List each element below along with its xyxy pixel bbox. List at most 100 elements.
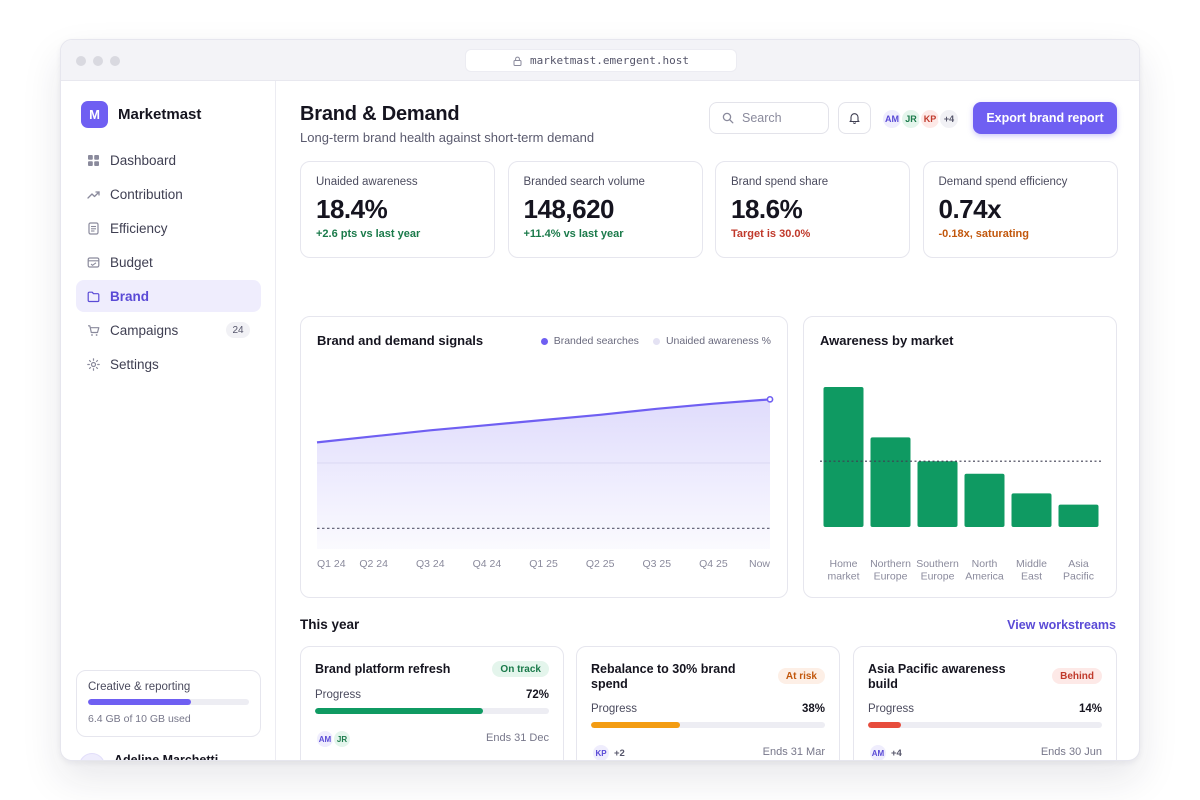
browser-window: marketmast.emergent.host M Marketmast Da… xyxy=(60,39,1140,761)
legend-item: Unaided awareness % xyxy=(652,335,771,347)
status-badge: Behind xyxy=(1052,668,1102,684)
progress-label: Progress xyxy=(315,689,362,701)
workstream-title: Brand platform refresh xyxy=(315,662,451,676)
workstream-card[interactable]: Rebalance to 30% brand spend At risk Progr… xyxy=(576,646,840,760)
bar-asia-pacific xyxy=(1058,504,1099,527)
markets-chart-card: Awareness by market Home market Northern Eu… xyxy=(803,316,1117,598)
progress-bar xyxy=(591,722,825,728)
series-line-branded-searches xyxy=(316,398,771,444)
x-tick-label: Europe xyxy=(874,571,908,583)
kpi-delta: -0.18x, saturating xyxy=(938,228,1029,240)
view-workstreams-link[interactable]: View workstreams xyxy=(1007,618,1116,632)
trend-icon xyxy=(87,190,100,199)
x-tick-label: Southern xyxy=(916,558,959,570)
folder-icon xyxy=(87,291,100,302)
markets-chart: HomemarketNorthernEuropeSouthernEuropeNo… xyxy=(820,387,1102,583)
assignee-avatar[interactable]: JR xyxy=(332,729,352,749)
window-close-dot[interactable] xyxy=(76,56,86,66)
end-date: Ends 31 Dec xyxy=(486,732,549,744)
storage-title: Creative & reporting xyxy=(88,681,191,693)
progress-label: Progress xyxy=(868,703,915,715)
sidebar-item-contribution[interactable]: Contribution xyxy=(76,178,261,210)
workstream-card[interactable]: Asia Pacific awareness build Behind Progre… xyxy=(853,646,1117,760)
sidebar-item-label: Brand xyxy=(110,288,150,304)
kpi-value: 18.6% xyxy=(731,194,803,224)
x-tick-label: market xyxy=(827,571,859,583)
kpi-row: Unaided awareness 18.4% +2.6 pts vs last y… xyxy=(300,161,1118,258)
sidebar-item-efficiency[interactable]: Efficiency xyxy=(76,212,261,244)
sidebar-item-label: Budget xyxy=(110,254,153,270)
x-tick-label: America xyxy=(965,571,1004,583)
kpi-card: Unaided awareness 18.4% +2.6 pts vs last y… xyxy=(300,161,495,258)
x-tick-label: Q4 25 xyxy=(699,558,728,570)
signals-chart-legend: Branded searches Unaided awareness % xyxy=(540,335,771,347)
export-brand-report-button[interactable]: Export brand report xyxy=(973,102,1117,134)
sidebar-item-brand[interactable]: Brand xyxy=(76,280,261,312)
markets-chart-title: Awareness by market xyxy=(820,333,954,348)
legend-item: Branded searches xyxy=(540,335,639,347)
sidebar-nav: Dashboard Contribution Efficiency Budget Bra… xyxy=(76,144,261,382)
progress-fill xyxy=(868,722,901,728)
window-minimize-dot[interactable] xyxy=(93,56,103,66)
series-area-branded-searches xyxy=(317,399,770,549)
assignee-avatars[interactable]: KP +2 xyxy=(591,743,625,760)
bar-northern-europe xyxy=(870,437,911,527)
team-avatar-more[interactable]: +4 xyxy=(938,108,960,130)
progress-fill xyxy=(591,722,680,728)
page-title: Brand & Demand xyxy=(300,103,460,125)
bar-north-america xyxy=(964,473,1005,527)
search-input[interactable]: Search xyxy=(709,102,829,134)
status-badge: On track xyxy=(492,661,549,677)
page-subtitle: Long-term brand health against short-ter… xyxy=(300,130,595,145)
lock-icon xyxy=(513,56,522,66)
team-avatars[interactable]: AM JR KP +4 xyxy=(881,108,960,130)
x-tick-label: North xyxy=(972,558,998,570)
sidebar-item-settings[interactable]: Settings xyxy=(76,348,261,380)
x-tick-label: Middle xyxy=(1016,558,1047,570)
assignee-more: +4 xyxy=(891,747,902,759)
end-date: Ends 31 Mar xyxy=(762,746,825,758)
x-tick-label: Northern xyxy=(870,558,911,570)
app-name: Marketmast xyxy=(118,106,202,123)
url-text: marketmast.emergent.host xyxy=(530,54,689,67)
legend-swatch xyxy=(652,337,660,345)
x-tick-label: Q3 24 xyxy=(416,558,445,570)
workstream-card[interactable]: Brand platform refresh On track Progress 72… xyxy=(300,646,564,760)
assignee-avatars[interactable]: AM JR xyxy=(315,729,352,749)
progress-fill xyxy=(315,708,484,714)
kpi-delta: +11.4% vs last year xyxy=(523,228,624,240)
x-tick-label: Q3 25 xyxy=(642,558,671,570)
kpi-delta: Target is 30.0% xyxy=(731,228,811,240)
assignee-avatar[interactable]: AM xyxy=(868,743,888,760)
sidebar-item-label: Settings xyxy=(110,356,159,372)
sidebar-item-budget[interactable]: Budget xyxy=(76,246,261,278)
kpi-card: Demand spend efficiency 0.74x -0.18x, satu… xyxy=(922,161,1118,258)
signals-chart: Q1 24 Q2 24 Q3 24 Q4 24 Q1 25 Q2 25 Q3 25 Q4 25… xyxy=(316,395,774,570)
workstream-title: Asia Pacific awareness build xyxy=(868,662,1006,691)
app-logo[interactable]: M xyxy=(81,101,108,128)
legend-label: Branded searches xyxy=(553,335,639,347)
user-name: Adeline Marchetti xyxy=(114,753,219,761)
sidebar-item-campaigns[interactable]: Campaigns 24 xyxy=(76,314,261,346)
window-maximize-dot[interactable] xyxy=(110,56,120,66)
legend-swatch xyxy=(540,337,548,345)
assignee-avatars[interactable]: AM +4 xyxy=(868,743,902,760)
x-tick-label: East xyxy=(1021,571,1042,583)
progress-label: Progress xyxy=(591,703,638,715)
storage-progress-fill xyxy=(88,699,192,705)
sidebar-item-badge: 24 xyxy=(226,322,250,338)
x-tick-label: Asia xyxy=(1068,558,1089,570)
gear-icon xyxy=(87,357,100,371)
assignee-avatar[interactable]: KP xyxy=(591,743,611,760)
kpi-card: Brand spend share 18.6% Target is 30.0% xyxy=(715,161,910,258)
kpi-value: 18.4% xyxy=(316,194,388,224)
sidebar-item-dashboard[interactable]: Dashboard xyxy=(76,144,261,176)
legend-label: Unaided awareness % xyxy=(665,335,771,347)
kpi-value: 148,620 xyxy=(523,194,615,224)
x-tick-label: Q1 24 xyxy=(317,558,346,570)
storage-widget: Creative & reporting 6.4 GB of 10 GB use… xyxy=(76,670,261,737)
address-bar[interactable]: marketmast.emergent.host xyxy=(465,49,737,72)
notifications-button[interactable] xyxy=(838,102,871,134)
sidebar-item-label: Contribution xyxy=(110,186,183,202)
user-avatar[interactable]: AM xyxy=(79,753,105,760)
